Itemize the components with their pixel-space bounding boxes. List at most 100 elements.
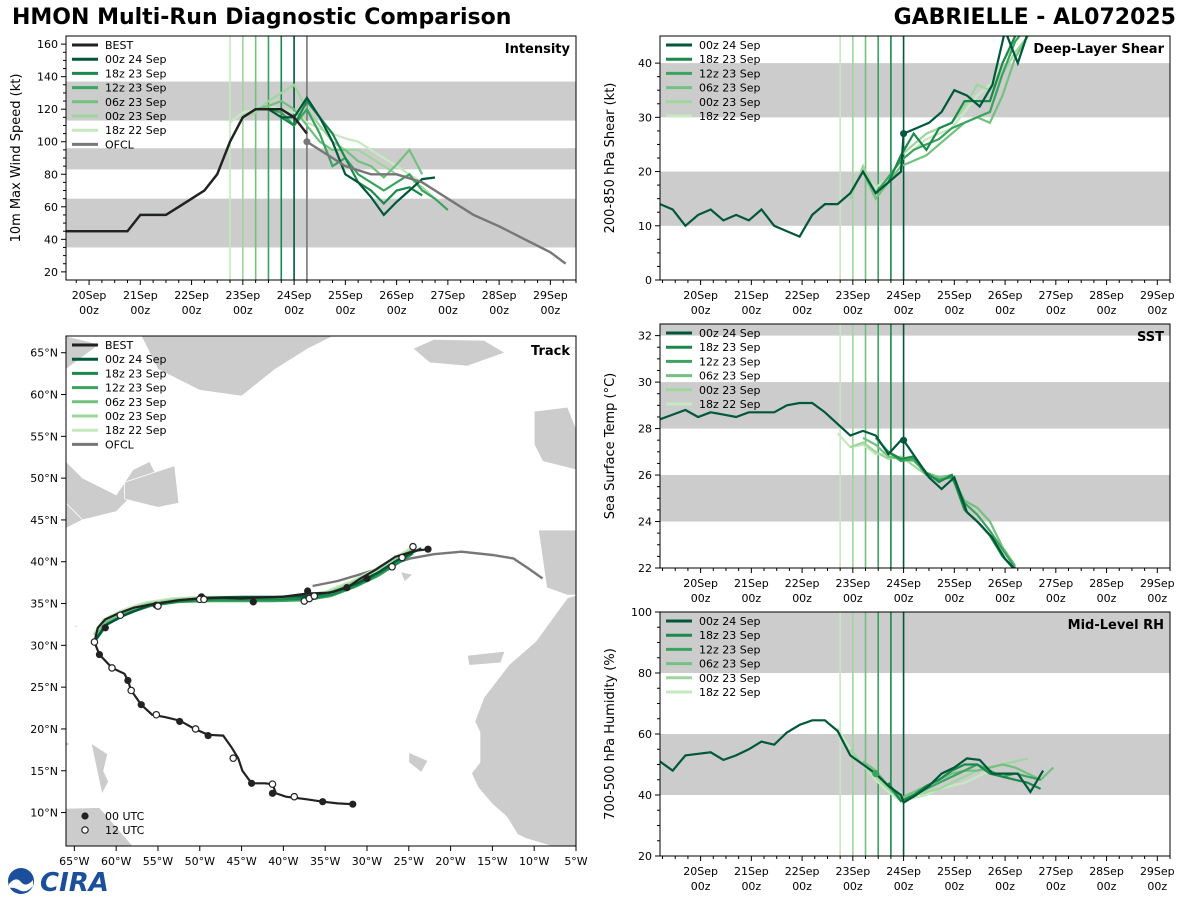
track-point-12utc — [310, 592, 319, 600]
shaded-band — [660, 171, 1170, 226]
y-tick-label: 10 — [638, 220, 652, 233]
x-tick-label: 00z — [130, 304, 150, 317]
best-track-line — [66, 108, 308, 233]
y-tick-label: 65°N — [30, 347, 58, 360]
plot-frame — [659, 323, 1171, 569]
panel-title: Mid-Level RH — [1068, 618, 1164, 633]
y-tick-label: 100 — [631, 606, 652, 619]
track-panel: 65°W 60°W 55°W 50°W 45°W 40°W 35°W 30°W 25°W 20°W… — [30, 335, 588, 868]
track-point-12utc — [268, 780, 277, 788]
x-tick-label: 29Sep — [533, 289, 568, 302]
x-tick-label: 00z — [792, 304, 812, 317]
cape-verde-land — [408, 751, 429, 774]
y-tick-label: 30°N — [30, 639, 58, 652]
sst-plot-area — [660, 324, 1170, 568]
track-point-00utc — [424, 545, 432, 553]
british-isles-land — [533, 406, 576, 471]
track-point-12utc — [290, 792, 299, 801]
panel-title: Deep-Layer Shear — [1033, 42, 1164, 57]
x-tick-label: 23Sep — [225, 289, 260, 302]
iberia-land — [537, 529, 576, 596]
y-tick-label: 20 — [638, 166, 652, 179]
x-tick-label: 27Sep — [1038, 865, 1073, 878]
track-frame — [65, 335, 577, 847]
y-tick-label: 20 — [44, 266, 58, 279]
series-line-1 — [887, 36, 1017, 183]
x-tick-label: 00z — [741, 304, 761, 317]
legend-label: 00z 23 Sep — [699, 384, 761, 397]
portugal-coast — [538, 571, 543, 582]
x-tick-label: 28Sep — [482, 289, 517, 302]
shaded-band — [660, 475, 1170, 522]
shaded-band — [66, 81, 576, 121]
x-tick-label: 00z — [489, 304, 509, 317]
series-line-5 — [836, 432, 902, 463]
x-tick-label: 50°W — [185, 855, 215, 868]
x-tick-label: 25Sep — [937, 865, 972, 878]
sst-panel: 22 24 26 28 30 32 20Sep 00z 21Sep 00z 22Sep 00z 23Se… — [603, 323, 1175, 605]
legend-label: 00z 23 Sep — [105, 410, 167, 423]
x-tick-label: 00z — [438, 304, 458, 317]
track-point-00utc — [304, 587, 312, 595]
x-tick-label: 00z — [792, 880, 812, 893]
x-tick-label: 21Sep — [123, 289, 158, 302]
x-tick-label: 24Sep — [886, 865, 921, 878]
x-tick-label: 30°W — [352, 855, 382, 868]
x-tick-label: 24Sep — [886, 577, 921, 590]
x-tick-label: 26Sep — [988, 289, 1023, 302]
x-tick-label: 28Sep — [1089, 289, 1124, 302]
y-tick-label: 28 — [638, 423, 652, 436]
y-tick-label: 60 — [44, 201, 58, 214]
y-axis-label: Sea Surface Temp (°C) — [603, 373, 618, 520]
track-point-12utc — [200, 595, 208, 604]
shaded-band — [660, 734, 1170, 795]
panel-title: SST — [1137, 330, 1164, 345]
shaded-band — [66, 198, 576, 248]
y-tick-label: 55°N — [30, 430, 58, 443]
init-marker — [900, 130, 908, 138]
noaa-wave-icon — [9, 879, 33, 892]
x-tick-label: 22Sep — [785, 577, 820, 590]
x-tick-label: 00z — [843, 304, 863, 317]
legend-label: 18z 22 Sep — [699, 686, 761, 699]
marker-legend-label: 12 UTC — [105, 824, 145, 837]
track-best-line — [93, 548, 429, 806]
x-tick-label: 24Sep — [277, 289, 312, 302]
ofcl-line — [306, 140, 567, 265]
x-tick-label: 22Sep — [785, 289, 820, 302]
x-tick-label: 00z — [79, 304, 99, 317]
x-tick-label: 23Sep — [835, 577, 870, 590]
x-tick-label: 20°W — [435, 855, 465, 868]
x-tick-label: 00z — [894, 880, 914, 893]
track-point-00utc — [249, 598, 257, 606]
x-tick-label: 00z — [182, 304, 202, 317]
y-tick-label: 160 — [37, 38, 58, 51]
track-point-00utc — [176, 717, 184, 726]
series-line-3 — [862, 436, 1017, 567]
y-axis-label: 700-500 hPa Humidity (%) — [603, 648, 618, 820]
track-point-00utc — [349, 800, 357, 808]
legend-label: BEST — [105, 39, 133, 52]
panel-title: Track — [531, 344, 570, 359]
legend-label: 18z 23 Sep — [699, 629, 761, 642]
init-marker — [872, 770, 880, 778]
nova-scotia-land — [66, 502, 84, 529]
x-tick-label: 23Sep — [835, 865, 870, 878]
marker-legend-open — [81, 826, 89, 834]
x-tick-label: 00z — [995, 592, 1015, 605]
y-tick-label: 40 — [638, 57, 652, 70]
legend-label: 18z 23 Sep — [105, 367, 167, 380]
x-tick-label: 27Sep — [1038, 289, 1073, 302]
x-tick-label: 22Sep — [785, 865, 820, 878]
y-tick-label: 40 — [638, 789, 652, 802]
series-line-0 — [660, 719, 1045, 805]
legend-label: 00z 23 Sep — [699, 96, 761, 109]
greenland-land — [140, 336, 334, 397]
y-tick-label: 80 — [44, 168, 58, 181]
x-tick-label: 21Sep — [734, 577, 769, 590]
x-tick-label: 00z — [1046, 880, 1066, 893]
